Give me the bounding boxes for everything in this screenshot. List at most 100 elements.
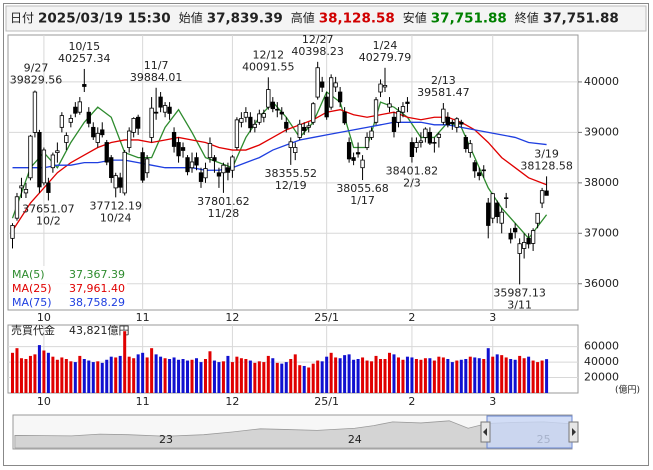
candle-body	[162, 105, 168, 113]
volume-bar	[208, 351, 212, 393]
volume-bar	[392, 354, 396, 393]
annotation-value: 38055.68	[336, 182, 389, 195]
volume-bar	[172, 357, 176, 393]
volume-bar	[114, 357, 118, 393]
volume-bar	[127, 356, 131, 393]
volume-bar	[105, 359, 109, 393]
y2-tick-label: 20000	[584, 371, 619, 384]
candle-body	[486, 202, 491, 226]
candle-body	[521, 242, 527, 249]
candle-body	[149, 107, 154, 138]
annotation-date: 1/17	[350, 194, 375, 207]
volume-bar	[468, 356, 472, 393]
candle-body	[463, 137, 468, 150]
x-tick-label: 11	[136, 395, 150, 408]
candle-body	[180, 147, 186, 151]
price-panel	[7, 34, 579, 311]
candle-body	[158, 96, 163, 108]
volume-bar	[150, 348, 154, 393]
volume-bar	[154, 354, 158, 393]
candle-body	[59, 115, 65, 128]
annotation-date: 12/19	[275, 179, 307, 192]
header-value: 37,751.88	[431, 11, 507, 27]
candle-body	[100, 129, 105, 136]
candle-body	[243, 112, 249, 118]
candle-body	[10, 225, 15, 239]
ma-line	[11, 109, 547, 232]
candle-body	[526, 237, 531, 245]
candle-body	[355, 152, 361, 155]
header-label: 高値	[291, 10, 315, 25]
header-label: 始値	[179, 10, 203, 25]
volume-bars	[10, 331, 549, 393]
volume-bar	[509, 359, 513, 393]
candle-body	[454, 118, 459, 128]
annotation-date: 3/11	[507, 298, 532, 311]
volume-bar	[423, 358, 427, 393]
candle-body	[311, 103, 316, 123]
navigator-handle-right[interactable]	[568, 421, 579, 443]
volume-bar	[271, 358, 275, 393]
candle-body	[185, 157, 190, 173]
candle-body	[252, 123, 258, 128]
candle-body	[423, 128, 428, 138]
volume-bar	[73, 362, 77, 393]
volume-bar	[504, 357, 508, 393]
candle-body	[216, 172, 222, 177]
candle-body	[77, 101, 82, 113]
volume-bar	[275, 362, 279, 393]
candle-body	[387, 103, 392, 108]
annotation-value: 38401.82	[386, 165, 439, 178]
annotation-date: 12/12	[252, 48, 284, 61]
navigator-selection[interactable]	[486, 415, 573, 449]
candle-body	[23, 189, 29, 194]
volume-bar	[500, 355, 504, 393]
annotation-value: 37651.07	[22, 202, 75, 215]
volume-bar	[343, 355, 347, 393]
volume-bar	[253, 362, 257, 393]
candle-body	[131, 118, 136, 133]
volume-bar	[87, 360, 91, 393]
legend-value: 37,961.40	[69, 282, 125, 295]
candle-body	[239, 118, 244, 123]
volume-bar	[414, 359, 418, 393]
y2-tick-label: 60000	[584, 340, 619, 353]
candle-body	[513, 227, 518, 233]
volume-bar	[513, 359, 517, 393]
volume-bar	[118, 355, 122, 393]
candle-body	[275, 108, 280, 111]
annotation-date: 2/13	[431, 74, 456, 87]
candle-body	[445, 116, 450, 126]
volume-bar	[159, 356, 163, 393]
candle-body	[50, 154, 56, 169]
candle-body	[297, 123, 302, 138]
volume-bar	[473, 357, 477, 393]
candle-body	[495, 202, 500, 218]
header-value: 37,751.88	[543, 11, 619, 27]
volume-bar	[69, 361, 73, 393]
volume-bar	[186, 360, 190, 393]
volume-bar	[284, 362, 288, 393]
volume-bar	[518, 355, 522, 393]
navigator-handle-left[interactable]	[480, 421, 491, 443]
y-tick-label: 40000	[584, 75, 619, 88]
legend: MA(5) 37,367.39 MA(25) 37,961.40 MA(75) 38,75…	[12, 268, 125, 309]
header-label: 日付	[10, 11, 34, 25]
candle-body	[261, 113, 266, 118]
volume-bar	[446, 359, 450, 393]
candle-body	[427, 131, 433, 144]
candle-body	[14, 196, 20, 219]
legend-name: MA(75)	[12, 296, 52, 309]
annotation-value: 40091.55	[242, 60, 295, 73]
header-value: 2025/03/19 15:30	[38, 11, 171, 27]
volume-bar	[450, 362, 454, 393]
candle-body	[64, 135, 69, 143]
volume-bar	[100, 362, 104, 393]
candle-body	[221, 164, 226, 174]
annotation-value: 40257.34	[58, 52, 111, 65]
candle-body	[212, 157, 217, 161]
volume-bar	[405, 356, 409, 393]
y-tick-label: 39000	[584, 125, 619, 138]
volume-bar	[239, 358, 243, 393]
volume-bar	[410, 357, 414, 393]
